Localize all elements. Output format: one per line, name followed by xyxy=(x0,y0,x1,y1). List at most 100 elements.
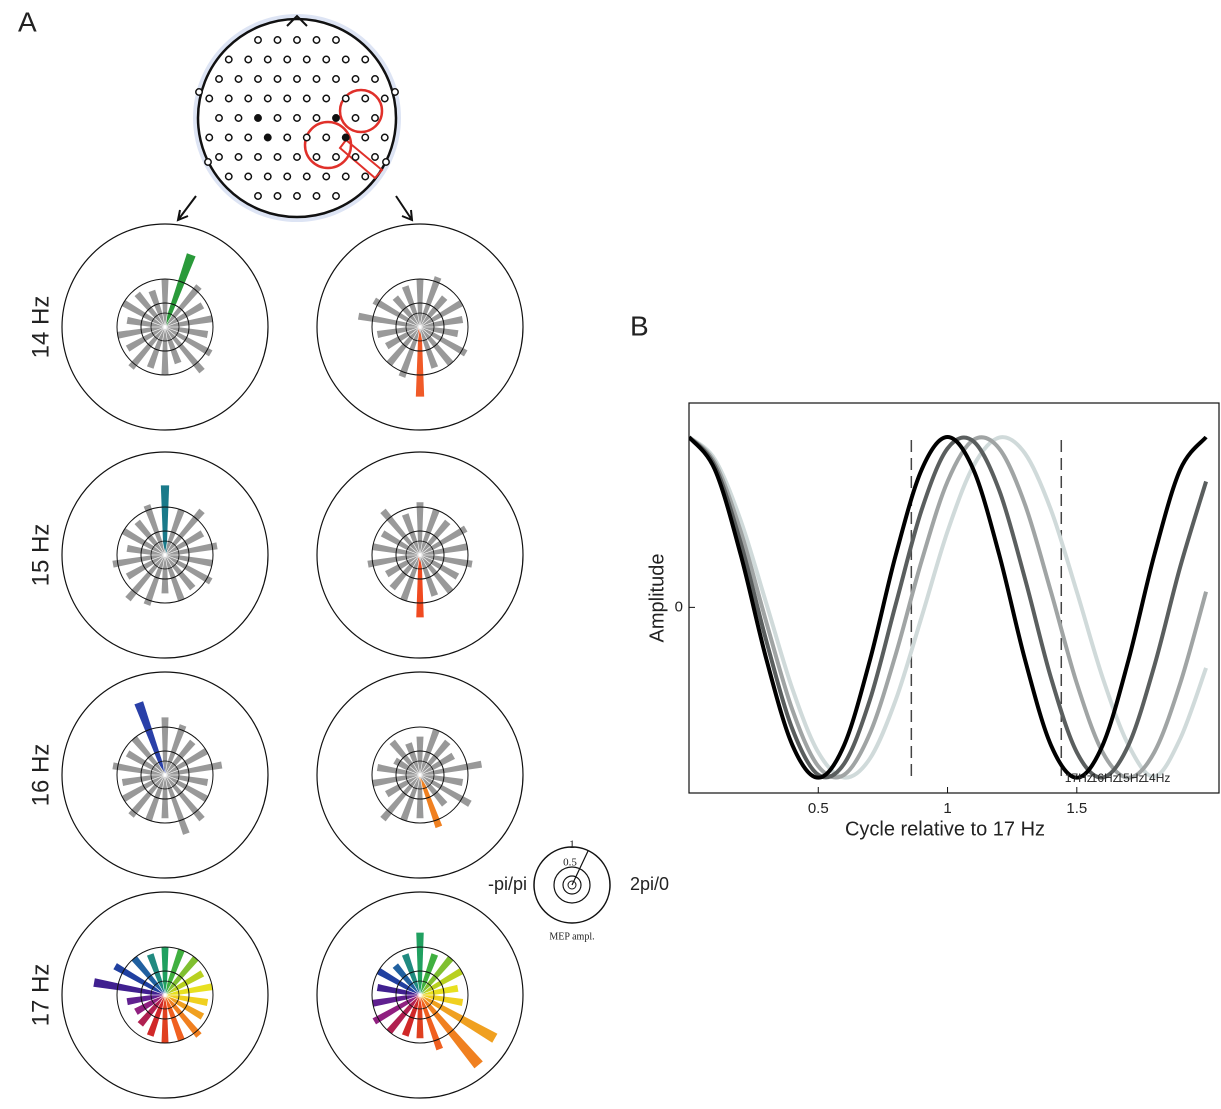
rose-spoke xyxy=(164,317,176,328)
rose-bar xyxy=(125,750,166,777)
x-tick-label: 0.5 xyxy=(808,800,829,817)
row-label: 17 Hz xyxy=(27,964,54,1027)
electrode xyxy=(322,172,331,181)
key-ring xyxy=(567,880,577,890)
rose-spoke xyxy=(406,994,421,1001)
rose-spoke xyxy=(419,989,434,996)
electrode xyxy=(361,94,370,103)
electrode xyxy=(332,114,340,122)
electrode xyxy=(371,153,379,161)
rose-bar xyxy=(164,993,205,1020)
electrode xyxy=(312,153,321,161)
coil-handle xyxy=(338,138,384,180)
rose-plot xyxy=(316,671,524,879)
row-label: 16 Hz xyxy=(27,744,54,807)
key-caption: MEP ampl. xyxy=(549,931,594,942)
rose-bar xyxy=(401,285,422,328)
rose-spoke xyxy=(419,542,428,556)
electrode xyxy=(215,75,223,83)
rose-spoke xyxy=(412,314,421,328)
electrode xyxy=(341,94,350,103)
rose-inner-ring xyxy=(405,540,435,570)
rose-spoke xyxy=(151,774,166,781)
key-left-label: -pi/pi xyxy=(488,874,527,894)
rose-bar xyxy=(164,302,205,329)
rose-ring xyxy=(395,530,445,580)
rose-spoke xyxy=(154,765,166,776)
rose-ring xyxy=(116,278,214,376)
rose-spoke xyxy=(151,994,166,1001)
rose-spoke xyxy=(151,769,166,776)
rose-inner-ring xyxy=(405,980,435,1010)
rose-spoke xyxy=(406,549,421,556)
rose-spoke xyxy=(164,774,168,789)
rose-spoke xyxy=(419,769,434,776)
rose-bar xyxy=(160,485,170,555)
rose-spoke xyxy=(154,774,166,785)
rose-spoke xyxy=(164,554,179,561)
electrode xyxy=(215,153,223,161)
rose-spoke xyxy=(417,326,421,341)
electrode xyxy=(273,192,282,200)
rose-bar xyxy=(418,519,451,556)
rose-bar xyxy=(418,276,442,328)
rose-spoke xyxy=(154,554,166,565)
rose-frame xyxy=(61,891,269,1099)
rose-spoke xyxy=(412,542,421,556)
rose-ring xyxy=(116,946,214,1044)
electrode xyxy=(254,75,262,83)
rose-spoke xyxy=(419,321,434,328)
rose-bar xyxy=(143,554,167,606)
rose-bar xyxy=(134,993,166,1015)
rose-spoke xyxy=(162,326,166,341)
rose-spoke xyxy=(164,774,179,781)
rose-spoke xyxy=(417,554,421,569)
rose-frame xyxy=(61,671,269,879)
rose-bar xyxy=(419,525,468,557)
rose-spoke xyxy=(157,542,166,556)
rose-spoke xyxy=(419,994,428,1008)
rose-bar xyxy=(392,295,422,328)
rose-spoke xyxy=(164,982,173,996)
rose-spoke xyxy=(164,554,176,565)
rose-spoke xyxy=(409,765,421,776)
rose-bar xyxy=(164,747,209,777)
rose-spoke xyxy=(164,549,179,556)
rose-spoke xyxy=(417,541,421,556)
rose-spoke xyxy=(164,985,176,996)
rose-bar xyxy=(121,527,166,557)
curve xyxy=(689,435,1208,780)
rose-bar xyxy=(145,774,167,822)
rose-spoke xyxy=(164,326,176,337)
electrode xyxy=(234,114,243,122)
rose-bar xyxy=(128,774,167,818)
rose-bar xyxy=(401,994,422,1037)
electrode xyxy=(332,192,340,200)
rose-ring xyxy=(140,302,190,352)
electrode xyxy=(224,55,233,64)
electrode xyxy=(341,55,350,64)
rose-bar xyxy=(418,728,440,776)
rose-bar xyxy=(418,739,451,776)
rose-spoke xyxy=(419,554,434,561)
rose-plot xyxy=(61,671,269,879)
rose-spoke xyxy=(164,541,168,556)
rose-bar xyxy=(400,774,422,822)
rose-bar xyxy=(386,326,422,367)
rose-bar xyxy=(137,994,167,1027)
rose-ring xyxy=(116,726,214,824)
electrode xyxy=(302,133,311,142)
rose-spoke xyxy=(417,761,421,776)
rose-bar xyxy=(419,325,459,338)
electrode xyxy=(215,114,223,122)
rose-inner-ring xyxy=(405,760,435,790)
rose-bar xyxy=(418,955,454,996)
rose-ring xyxy=(371,726,469,824)
rose-bar xyxy=(416,932,424,995)
rose-frame xyxy=(316,223,524,431)
rose-spoke xyxy=(157,982,166,996)
rose-bar xyxy=(163,739,196,776)
x-axis-title: Cycle relative to 17 Hz xyxy=(845,818,1045,840)
rose-inner-ring xyxy=(405,312,435,342)
rose-spoke xyxy=(419,765,431,776)
